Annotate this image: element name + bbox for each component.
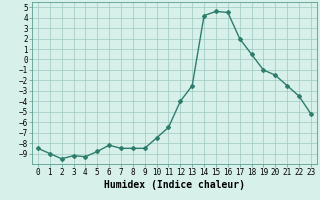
X-axis label: Humidex (Indice chaleur): Humidex (Indice chaleur) [104,180,245,190]
